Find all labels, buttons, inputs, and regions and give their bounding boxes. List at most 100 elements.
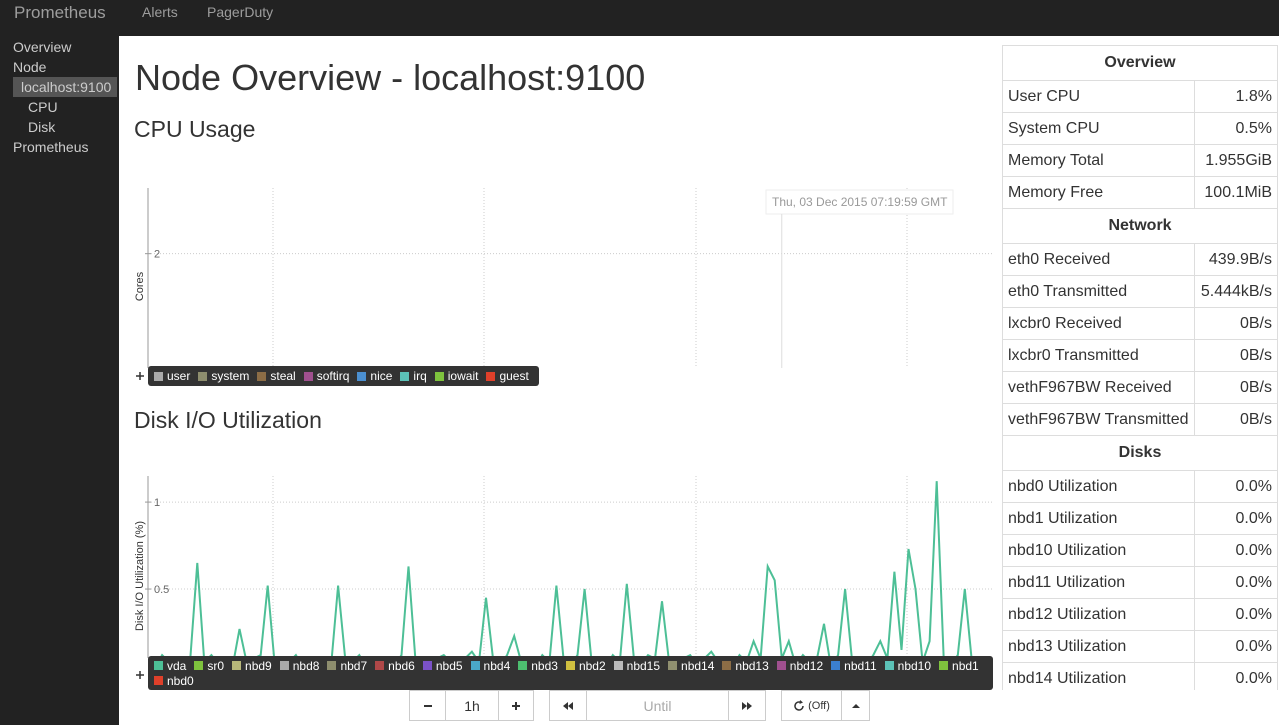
side-link[interactable]: CPU: [28, 99, 58, 115]
forward-button[interactable]: [728, 690, 766, 721]
section-title: Overview: [1002, 45, 1278, 81]
metric-value: 0.0%: [1194, 598, 1278, 631]
legend-swatch: [722, 661, 732, 670]
legend-swatch: [375, 661, 385, 670]
legend-label: nbd9: [245, 658, 272, 673]
legend-item: nbd6: [375, 658, 415, 673]
legend-item: irq: [400, 369, 427, 384]
side-link[interactable]: Prometheus: [13, 139, 89, 155]
metric-label: nbd10 Utilization: [1002, 534, 1196, 567]
legend-item: user: [154, 369, 190, 384]
toolbar: 1h Until (Off): [0, 690, 1279, 725]
metric-value: 0.0%: [1194, 566, 1278, 599]
metric-row: eth0 Received 439.9B/s: [1002, 243, 1278, 276]
back-button[interactable]: [549, 690, 587, 721]
y-axis-label: Cores: [134, 271, 146, 301]
side-link[interactable]: Node: [13, 59, 47, 75]
metric-row: vethF967BW Transmitted 0B/s: [1002, 403, 1278, 436]
metric-row: Memory Total 1.955GiB: [1002, 144, 1278, 177]
legend-item: nbd14: [668, 658, 714, 673]
legend-item: nice: [357, 369, 392, 384]
range-input[interactable]: 1h: [445, 690, 499, 721]
legend-item: nbd13: [722, 658, 769, 673]
legend-swatch: [154, 676, 163, 685]
legend-label: nbd0: [167, 673, 194, 688]
metric-label: eth0 Received: [1002, 243, 1196, 276]
nav-link[interactable]: PagerDuty: [207, 4, 274, 20]
metric-row: nbd13 Utilization 0.0%: [1002, 630, 1278, 663]
legend-swatch: [303, 371, 313, 381]
legend-item: nbd4: [470, 658, 510, 673]
legend-swatch: [884, 661, 894, 670]
legend-swatch: [400, 371, 410, 381]
section-title: Disks: [1002, 435, 1278, 471]
navbar: Prometheus Alerts PagerDuty: [0, 0, 1279, 36]
legend-swatch: [565, 661, 575, 670]
expand-icon[interactable]: [135, 371, 145, 381]
legend-item: nbd2: [565, 658, 606, 673]
legend-label: system: [211, 369, 250, 383]
legend-label: nbd11: [844, 658, 877, 673]
legend-item: guest: [486, 369, 529, 384]
legend-item: nbd10: [884, 658, 931, 673]
metric-row: nbd10 Utilization 0.0%: [1002, 534, 1278, 567]
legend-label: nbd1: [952, 658, 979, 673]
legend-label: nbd14: [681, 658, 715, 673]
legend-label: guest: [499, 369, 529, 383]
legend-label: nice: [370, 369, 393, 383]
legend-item: nbd15: [613, 658, 660, 673]
legend-item: nbd9: [232, 658, 272, 673]
legend-swatch: [831, 661, 841, 670]
expand-icon[interactable]: [135, 670, 145, 680]
side-link[interactable]: Overview: [13, 39, 72, 55]
metric-label: vethF967BW Received: [1002, 371, 1196, 404]
metric-value: 0B/s: [1194, 307, 1278, 340]
metric-label: User CPU: [1002, 80, 1196, 113]
minus-button[interactable]: [409, 690, 446, 721]
metric-label: vethF967BW Transmitted: [1002, 403, 1196, 436]
side-link[interactable]: localhost:9100: [21, 79, 112, 95]
metric-value: 0B/s: [1194, 371, 1278, 404]
metric-label: nbd13 Utilization: [1002, 630, 1196, 663]
metric-value: 0.5%: [1194, 112, 1278, 145]
metric-row: nbd11 Utilization 0.0%: [1002, 566, 1278, 599]
legend-label: softirq: [316, 369, 350, 383]
metric-row: nbd14 Utilization 0.0%: [1002, 662, 1278, 690]
overview-table: Overview User CPU 1.8% System CPU 0.5% Memory…: [1002, 45, 1278, 690]
tooltip-text: Thu, 03 Dec 2015 07:19:59 GMT: [772, 195, 948, 209]
metric-row: vethF967BW Received 0B/s: [1002, 371, 1278, 404]
side-link[interactable]: Disk: [28, 119, 56, 135]
legend-item: vda: [154, 658, 186, 673]
metric-label: System CPU: [1002, 112, 1196, 145]
brand[interactable]: Prometheus: [14, 3, 106, 22]
legend-swatch: [154, 661, 163, 670]
legend-item: nbd3: [518, 658, 558, 673]
legend-swatch: [422, 661, 432, 670]
refresh-menu[interactable]: [841, 690, 870, 721]
legend: vda sr0 nbd9 nbd8 nbd7 nbd6 nbd5 nbd4 nbd3 nbd2 nb…: [148, 656, 993, 690]
legend-swatch: [357, 371, 367, 381]
metric-label: lxcbr0 Received: [1002, 307, 1196, 340]
legend-swatch: [232, 661, 242, 670]
y-axis-label: Disk I/O Utilization (%): [134, 521, 146, 631]
metric-label: lxcbr0 Transmitted: [1002, 339, 1196, 372]
metric-row: nbd1 Utilization 0.0%: [1002, 502, 1278, 535]
legend-label: irq: [413, 369, 427, 383]
legend-label: nbd8: [292, 658, 320, 673]
legend-swatch: [257, 371, 267, 381]
metric-row: nbd0 Utilization 0.0%: [1002, 470, 1278, 503]
legend-swatch: [613, 661, 623, 670]
legend-label: nbd5: [435, 658, 463, 673]
plus-button[interactable]: [498, 690, 534, 721]
legend-item: sr0: [194, 658, 224, 673]
refresh-button[interactable]: (Off): [781, 690, 842, 721]
legend-swatch: [279, 661, 289, 670]
page-title: Node Overview - localhost:9100: [135, 57, 646, 98]
metric-value: 0B/s: [1194, 403, 1278, 436]
nav-link[interactable]: Alerts: [142, 4, 178, 20]
legend-item: nbd1: [939, 658, 979, 673]
metric-value: 5.444kB/s: [1194, 275, 1278, 308]
until-input[interactable]: Until: [586, 690, 729, 721]
metric-row: lxcbr0 Transmitted 0B/s: [1002, 339, 1278, 372]
